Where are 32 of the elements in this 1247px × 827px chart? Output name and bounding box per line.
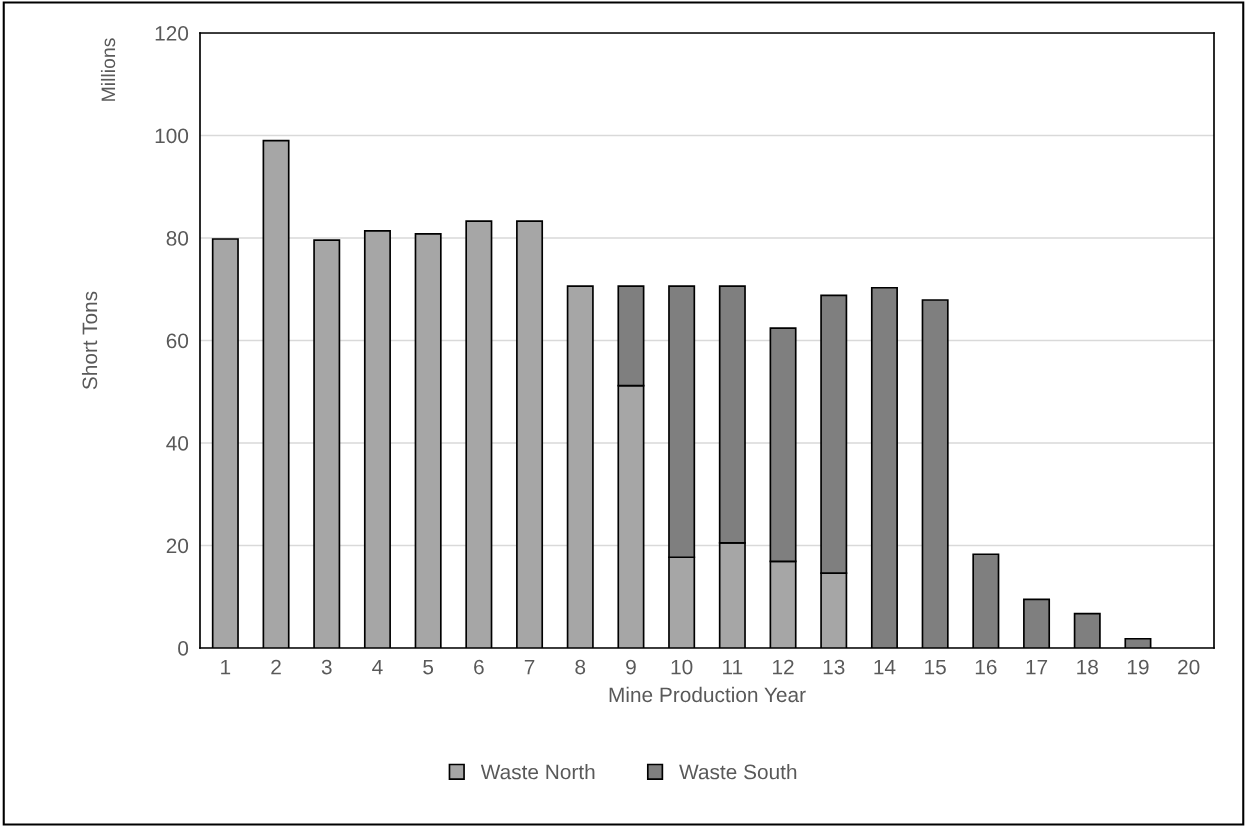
x-tick-label: 13 [823, 659, 845, 675]
y-tick-label: 80 [166, 231, 189, 246]
y-tick-label: 60 [166, 333, 189, 349]
x-tick-label: 4 [372, 659, 383, 675]
legend-label: Waste South [679, 764, 797, 780]
x-tick-label: 1 [221, 659, 231, 675]
y-tick-label: 20 [166, 538, 189, 554]
x-axis-title: Mine Production Year [609, 686, 806, 703]
x-tick-label: 15 [925, 659, 946, 675]
x-tick-label: 16 [975, 659, 997, 675]
x-tick-label: 14 [874, 659, 896, 675]
x-tick-label: 18 [1077, 659, 1098, 675]
x-tick-label: 19 [1127, 659, 1149, 675]
x-tick-label: 20 [1178, 659, 1200, 675]
y-tick-label: 40 [166, 436, 189, 451]
y-axis-title: Short Tons [81, 291, 98, 390]
y-tick-label: 120 [155, 26, 189, 41]
x-tick-label: 10 [671, 659, 693, 675]
x-tick-label: 5 [423, 659, 434, 675]
x-tick-label: 12 [773, 659, 794, 675]
x-tick-label: 9 [626, 659, 636, 675]
x-tick-label: 2 [271, 659, 281, 675]
y-tick-label: 0 [178, 641, 189, 656]
x-tick-label: 17 [1026, 659, 1048, 675]
y-tick-label: 100 [155, 128, 189, 144]
x-tick-label: 6 [474, 659, 484, 675]
text: Millions [100, 38, 116, 101]
x-tick-label: 11 [723, 659, 743, 675]
x-tick-label: 8 [575, 659, 586, 675]
x-tick-label: 3 [321, 659, 332, 675]
x-tick-label: 7 [524, 659, 535, 675]
legend-label: Waste North [480, 764, 595, 780]
